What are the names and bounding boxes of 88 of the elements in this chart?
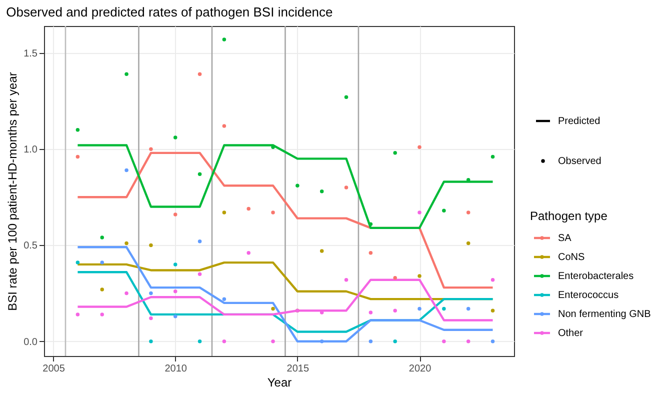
point [271,210,275,214]
point [393,276,397,280]
point [173,314,178,318]
point [271,306,275,311]
point [173,290,178,294]
point [173,262,178,266]
text: Observed [558,156,602,167]
point [271,340,275,344]
point [222,297,226,301]
point [76,260,80,264]
point [320,190,324,194]
point [149,243,153,248]
point [320,249,324,253]
point [490,154,495,159]
point [149,340,153,344]
point [76,312,80,316]
legend-label: Other [558,328,584,339]
point [198,340,202,344]
point [344,186,348,190]
point [344,95,348,100]
legend-label: Enterobacterales [558,271,634,282]
y-tick-label: 0.5 [24,240,38,252]
point [173,136,178,140]
point [442,306,446,311]
point [466,210,470,214]
point [344,278,348,282]
point [490,278,495,282]
point [222,340,226,344]
point [442,208,446,212]
chart-title: Observed and predicted rates of pathogen BSI incidence [6,4,333,20]
point [149,291,153,296]
line-series [76,246,494,342]
point [222,210,226,214]
x-tick-label: 2015 [286,364,310,374]
point [246,251,250,255]
point [222,38,226,42]
point [173,212,178,216]
point [198,72,202,76]
y-axis-title: BSI rate per 100 patient-HD-months per year [6,72,20,311]
legend-label: Non fermenting GNB [558,309,652,320]
point [198,272,202,276]
point [100,260,104,264]
point [198,240,202,244]
point [124,241,128,246]
y-tick-label: 1.5 [24,48,38,60]
point [222,124,226,128]
x-tick-label: 2005 [42,364,66,374]
point [198,172,202,176]
point [368,310,373,314]
point [466,340,470,344]
point [100,236,104,240]
point [490,308,495,312]
legend-label: Enterococcus [558,290,619,301]
point [320,340,324,344]
point [149,316,153,320]
point [296,184,300,188]
point [466,241,470,246]
point [124,291,128,296]
point [393,340,397,344]
point [466,306,470,311]
point [149,147,153,151]
point [418,274,422,278]
legend-label: SA [558,233,572,244]
point [368,251,373,255]
legend-label: CoNS [558,252,586,263]
point [76,154,80,159]
point [442,340,446,344]
x-tick-label: 2020 [408,364,432,374]
point [368,340,373,344]
point [124,72,128,76]
y-tick-label: 1.0 [24,144,38,156]
x-axis-title: Year [267,376,292,390]
point [76,128,80,132]
y-tick-label: 0.0 [24,336,38,348]
point [418,145,422,150]
x-tick-label: 2010 [164,364,188,374]
legend-title: Pathogen type [530,209,608,223]
point [393,308,397,312]
text: Predicted [558,116,600,127]
point [100,312,104,316]
point [393,151,397,155]
point [124,168,128,172]
point [418,210,422,214]
line-series [76,144,494,230]
point [490,340,495,344]
point [100,288,104,292]
point [246,206,250,211]
point [418,306,422,311]
